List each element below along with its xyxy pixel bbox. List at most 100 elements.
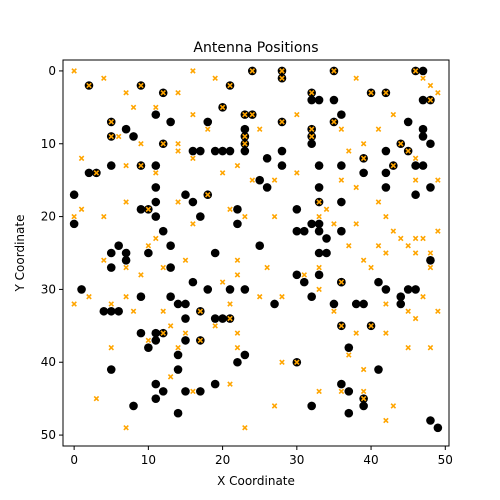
- antenna-point-circle: [77, 285, 86, 294]
- antenna-point-x: [279, 293, 285, 300]
- antenna-point-circle: [418, 132, 428, 141]
- antenna-point-x: [294, 359, 300, 366]
- antenna-point-x: [242, 140, 248, 147]
- antenna-point-x: [256, 293, 263, 300]
- antenna-point-x: [383, 213, 389, 220]
- antenna-point-x: [360, 366, 367, 373]
- antenna-point-circle: [292, 205, 302, 214]
- antenna-point-x: [271, 403, 278, 409]
- antenna-point-x: [368, 90, 374, 96]
- antenna-point-x: [316, 213, 322, 220]
- antenna-point-x: [294, 170, 300, 176]
- antenna-point-x: [412, 177, 419, 183]
- antenna-point-circle: [196, 212, 205, 221]
- antenna-point-x: [435, 228, 441, 234]
- antenna-point-circle: [337, 110, 346, 119]
- antenna-point-x: [160, 140, 166, 147]
- antenna-point-x: [138, 162, 144, 169]
- antenna-point-x: [308, 133, 315, 140]
- antenna-point-circle: [270, 299, 279, 309]
- antenna-point-x: [227, 381, 233, 387]
- antenna-point-circle: [426, 416, 435, 425]
- antenna-point-x: [412, 235, 419, 242]
- antenna-point-x: [219, 170, 226, 176]
- antenna-point-x: [435, 308, 441, 315]
- antenna-point-x: [101, 213, 107, 220]
- antenna-point-circle: [173, 299, 183, 309]
- antenna-point-circle: [426, 183, 435, 192]
- antenna-point-circle: [225, 285, 235, 294]
- antenna-point-circle: [210, 379, 220, 389]
- antenna-point-x: [412, 68, 419, 74]
- y-tick-label: 0: [48, 64, 56, 78]
- antenna-point-x: [108, 301, 115, 307]
- x-tick-label: 40: [363, 453, 378, 467]
- antenna-point-circle: [166, 241, 175, 251]
- antenna-point-x: [405, 242, 411, 249]
- antenna-point-circle: [426, 255, 435, 265]
- antenna-point-circle: [418, 161, 428, 170]
- antenna-point-circle: [106, 161, 116, 170]
- antenna-point-x: [234, 257, 241, 264]
- antenna-point-x: [93, 170, 100, 176]
- antenna-point-x: [331, 221, 337, 227]
- antenna-point-x: [338, 177, 345, 183]
- antenna-point-circle: [114, 306, 123, 316]
- antenna-point-x: [397, 235, 404, 242]
- antenna-point-x: [160, 90, 166, 96]
- antenna-point-circle: [411, 190, 420, 200]
- antenna-point-x: [115, 133, 122, 140]
- antenna-point-x: [435, 177, 441, 183]
- y-tick-label: 50: [41, 428, 56, 442]
- antenna-point-circle: [396, 299, 406, 309]
- antenna-point-circle: [121, 248, 131, 258]
- antenna-point-circle: [307, 401, 316, 411]
- antenna-point-x: [249, 111, 256, 118]
- antenna-point-circle: [69, 219, 79, 229]
- antenna-point-x: [338, 279, 345, 285]
- antenna-point-circle: [69, 190, 79, 200]
- antenna-point-circle: [307, 95, 316, 105]
- antenna-point-x: [145, 337, 152, 344]
- antenna-point-x: [338, 323, 345, 329]
- x-tick-label: 30: [289, 453, 304, 467]
- antenna-point-circle: [359, 168, 368, 178]
- antenna-point-x: [212, 323, 218, 329]
- antenna-point-circle: [99, 306, 109, 316]
- antenna-point-circle: [151, 336, 161, 345]
- antenna-point-x: [360, 155, 367, 162]
- antenna-point-x: [331, 308, 337, 315]
- antenna-point-x: [219, 279, 226, 285]
- antenna-point-x: [368, 323, 374, 329]
- antenna-point-circle: [344, 387, 354, 396]
- antenna-point-x: [182, 257, 189, 264]
- antenna-point-x: [175, 140, 181, 147]
- antenna-point-x: [360, 140, 367, 147]
- antenna-point-circle: [240, 285, 250, 294]
- y-tick-label: 20: [41, 210, 56, 224]
- antenna-point-x: [279, 119, 285, 125]
- antenna-point-circle: [166, 292, 175, 301]
- antenna-point-circle: [136, 205, 146, 214]
- antenna-point-x: [108, 344, 115, 351]
- antenna-point-circle: [418, 66, 428, 76]
- antenna-point-x: [346, 352, 352, 358]
- x-tick-label: 20: [215, 453, 230, 467]
- antenna-point-x: [145, 242, 152, 249]
- antenna-point-x: [101, 257, 107, 264]
- antenna-point-x: [412, 315, 419, 322]
- y-axis-label: Y Coordinate: [13, 215, 27, 293]
- antenna-point-x: [279, 75, 285, 81]
- antenna-point-circle: [255, 175, 265, 185]
- antenna-point-x: [383, 417, 389, 424]
- antenna-point-circle: [151, 161, 161, 170]
- antenna-point-circle: [151, 183, 161, 192]
- antenna-point-circle: [166, 263, 175, 272]
- antenna-point-circle: [329, 95, 339, 105]
- antenna-point-x: [360, 395, 367, 402]
- antenna-point-circle: [374, 277, 383, 287]
- antenna-point-x: [346, 242, 352, 249]
- antenna-point-x: [412, 155, 419, 162]
- antenna-point-circle: [396, 292, 406, 301]
- antenna-point-circle: [314, 226, 324, 236]
